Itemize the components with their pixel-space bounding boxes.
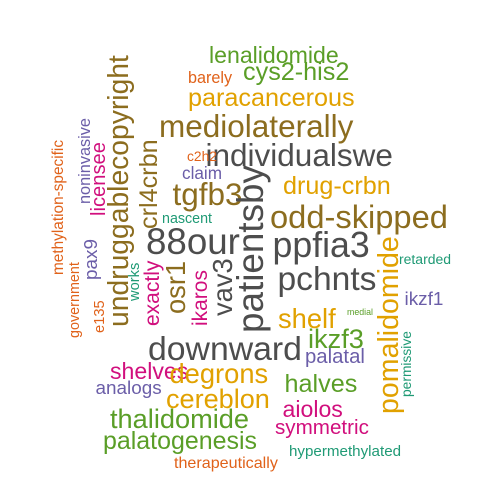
word-cereblon: cereblon bbox=[166, 382, 270, 414]
word-cys2-his2: cys2-his2 bbox=[243, 57, 350, 86]
word-c2h2: c2h2 bbox=[187, 148, 217, 164]
word-individualswe: individualswe bbox=[205, 137, 393, 173]
word-nascent: nascent bbox=[162, 211, 213, 227]
word-permissive: permissive bbox=[398, 331, 414, 397]
word-medial: medial bbox=[347, 306, 373, 317]
word-barely: barely bbox=[188, 69, 233, 87]
word-vav3: vav3 bbox=[206, 258, 238, 316]
word-retarded: retarded bbox=[399, 251, 452, 267]
word-pchnts: pchnts bbox=[277, 261, 377, 298]
word-palatal: palatal bbox=[305, 346, 365, 368]
word-osr1: osr1 bbox=[159, 260, 191, 314]
word-symmetric: symmetric bbox=[275, 415, 369, 439]
word-ppfia3: ppfia3 bbox=[272, 225, 370, 265]
word-shelf: shelf bbox=[278, 302, 336, 334]
word-crl4crbn: crl4crbn bbox=[134, 139, 163, 229]
word-aiolos: aiolos bbox=[282, 395, 343, 422]
word-ikaros: ikaros bbox=[188, 270, 212, 326]
word-therapeutically: therapeutically bbox=[174, 454, 278, 472]
word-analogs: analogs bbox=[95, 377, 162, 399]
word-claim: claim bbox=[182, 162, 223, 183]
word-thalidomide: thalidomide bbox=[110, 402, 250, 434]
word-shelves: shelves bbox=[110, 357, 189, 384]
word-licensee: licensee bbox=[88, 142, 110, 216]
word-paracancerous: paracancerous bbox=[188, 83, 355, 112]
word-methylation-specific: methylation-specific bbox=[49, 139, 67, 275]
word-degrons: degrons bbox=[169, 357, 269, 389]
word-88our: 88our bbox=[146, 220, 240, 262]
word-odd-skipped: odd-skipped bbox=[270, 197, 448, 235]
word-ikzf3: ikzf3 bbox=[308, 322, 364, 354]
word-lenalidomide: lenalidomide bbox=[209, 41, 339, 68]
word-drug-crbn: drug-crbn bbox=[283, 171, 391, 200]
word-tgfb3: tgfb3 bbox=[172, 176, 243, 212]
word-ikzf1: ikzf1 bbox=[404, 288, 444, 310]
word-palatogenesis: palatogenesis bbox=[103, 426, 257, 455]
word-hypermethylated: hypermethylated bbox=[289, 442, 402, 460]
word-mediolaterally: mediolaterally bbox=[159, 108, 354, 144]
word-government: government bbox=[67, 262, 83, 338]
word-halves: halves bbox=[284, 369, 358, 398]
word-downward: downward bbox=[148, 330, 302, 368]
word-e135: e135 bbox=[91, 299, 108, 333]
word-pax9: pax9 bbox=[80, 238, 102, 280]
word-works: works bbox=[126, 262, 143, 301]
